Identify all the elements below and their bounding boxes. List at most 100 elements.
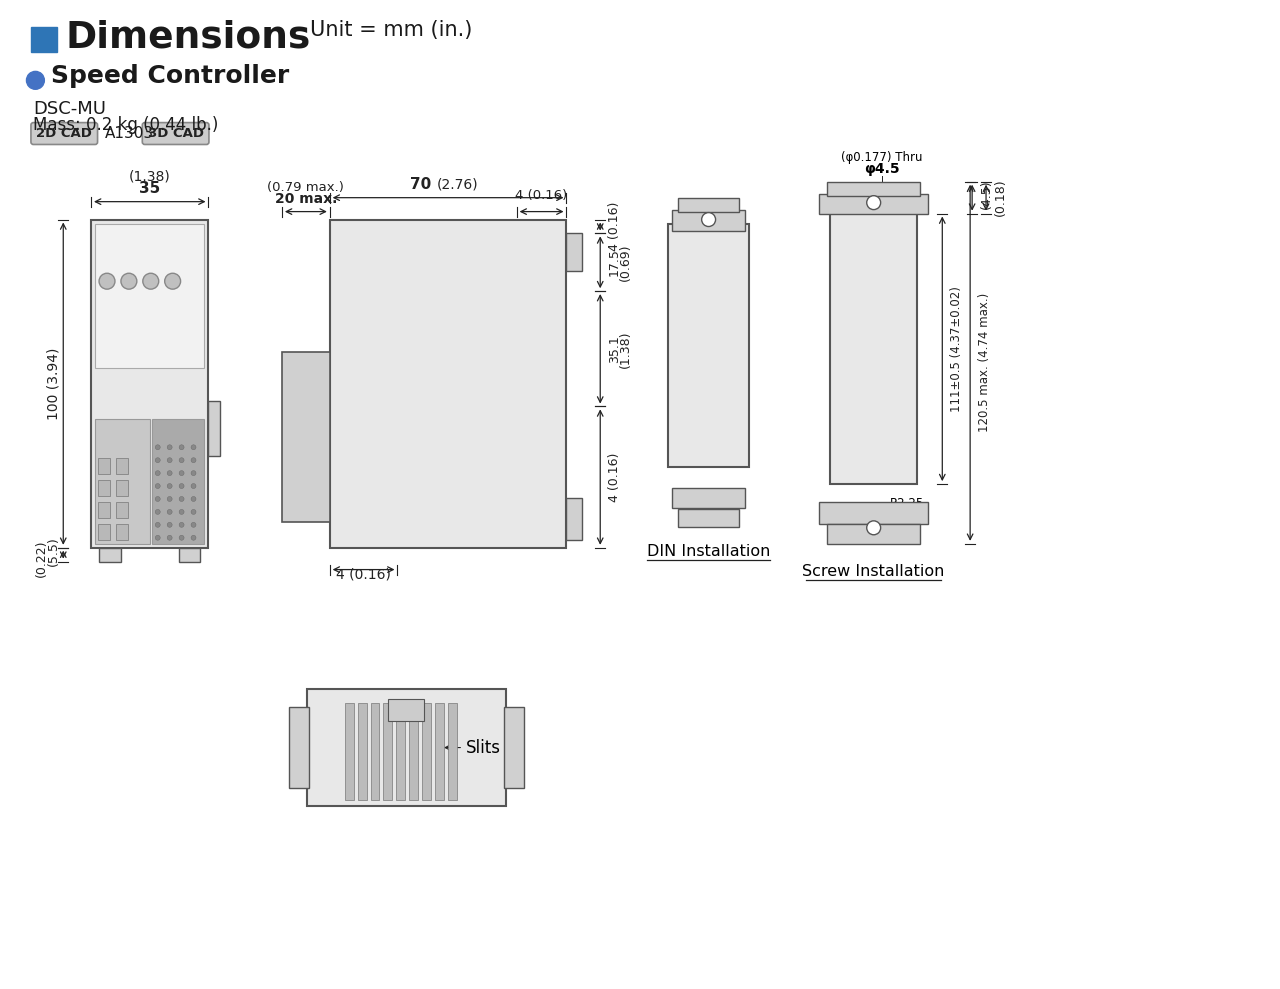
Text: (1.38): (1.38) (129, 170, 170, 184)
Bar (567, 233, 582, 271)
Bar (567, 498, 582, 540)
Text: 35.1: 35.1 (608, 335, 621, 363)
Circle shape (179, 535, 184, 540)
Text: 17.5: 17.5 (608, 248, 621, 276)
Circle shape (168, 535, 172, 540)
Text: 4 (0.16): 4 (0.16) (608, 202, 621, 251)
Circle shape (168, 509, 172, 514)
Circle shape (168, 458, 172, 463)
Circle shape (155, 522, 160, 527)
Bar (819, 194, 928, 214)
Bar (819, 502, 928, 524)
Circle shape (179, 522, 184, 527)
Text: 4 (0.16): 4 (0.16) (516, 189, 568, 202)
Text: (0.18): (0.18) (993, 179, 1006, 217)
Bar (410, 703, 419, 800)
Circle shape (867, 196, 881, 210)
Text: A1303: A1303 (105, 126, 154, 141)
Bar (678, 198, 740, 212)
Text: R2.25: R2.25 (890, 497, 924, 510)
Text: Mass: 0.2 kg (0.44 lb.): Mass: 0.2 kg (0.44 lb.) (33, 116, 219, 135)
Text: DSC-MU: DSC-MU (33, 100, 106, 119)
Circle shape (27, 71, 45, 89)
Bar (330, 220, 567, 548)
Circle shape (179, 484, 184, 489)
Circle shape (155, 509, 160, 514)
Bar (95, 224, 205, 368)
Circle shape (155, 458, 160, 463)
Bar (827, 524, 920, 544)
Bar (99, 548, 120, 562)
Text: Dimensions: Dimensions (65, 20, 311, 55)
Circle shape (191, 496, 196, 501)
Bar (99, 480, 110, 496)
Text: Speed Controller: Speed Controller (51, 64, 289, 88)
Bar (289, 707, 308, 788)
Bar (116, 458, 128, 474)
Text: 20 max.: 20 max. (275, 192, 337, 206)
FancyBboxPatch shape (31, 123, 97, 144)
Circle shape (155, 535, 160, 540)
Text: (R0.09): (R0.09) (881, 509, 924, 522)
Text: (φ0.177) Thru: (φ0.177) Thru (841, 151, 923, 164)
Circle shape (168, 496, 172, 501)
Text: 100 (3.94): 100 (3.94) (46, 347, 60, 419)
Text: 120.5 max. (4.74 max.): 120.5 max. (4.74 max.) (978, 293, 991, 432)
Circle shape (168, 445, 172, 450)
Text: (2.76): (2.76) (436, 178, 477, 192)
Bar (827, 182, 920, 196)
Text: (0.79 max.): (0.79 max.) (268, 181, 344, 194)
Text: 4 (0.16): 4 (0.16) (337, 568, 390, 582)
Bar (32, 27, 58, 52)
Text: (1.38): (1.38) (618, 330, 631, 368)
Bar (307, 689, 506, 806)
Text: DIN Installation: DIN Installation (646, 544, 771, 559)
Bar (357, 703, 366, 800)
Bar (448, 703, 457, 800)
Circle shape (179, 445, 184, 450)
Circle shape (191, 535, 196, 540)
Circle shape (179, 458, 184, 463)
Text: 2D CAD: 2D CAD (36, 127, 92, 140)
Bar (504, 707, 524, 788)
Circle shape (191, 522, 196, 527)
Circle shape (191, 471, 196, 476)
Text: (0.69): (0.69) (618, 243, 631, 281)
Bar (370, 703, 379, 800)
Bar (116, 480, 128, 496)
Bar (95, 419, 150, 544)
Circle shape (168, 471, 172, 476)
Text: Unit = mm (in.): Unit = mm (in.) (310, 20, 472, 40)
Circle shape (191, 445, 196, 450)
Text: 35: 35 (140, 181, 160, 196)
Circle shape (179, 496, 184, 501)
Circle shape (120, 273, 137, 289)
Bar (116, 502, 128, 518)
Bar (344, 703, 353, 800)
Bar (668, 224, 749, 467)
Circle shape (99, 273, 115, 289)
Circle shape (155, 445, 160, 450)
Bar (179, 548, 201, 562)
Bar (116, 524, 128, 540)
Bar (435, 703, 444, 800)
Bar (397, 703, 406, 800)
Circle shape (179, 471, 184, 476)
Bar (672, 210, 745, 231)
Bar (384, 703, 393, 800)
Text: φ4.5: φ4.5 (864, 162, 900, 176)
Bar (99, 502, 110, 518)
Text: 3D CAD: 3D CAD (147, 127, 204, 140)
Circle shape (165, 273, 180, 289)
Text: (4.5): (4.5) (979, 179, 992, 209)
Circle shape (168, 484, 172, 489)
Circle shape (191, 458, 196, 463)
Text: 111±0.5 (4.37±0.02): 111±0.5 (4.37±0.02) (950, 286, 963, 411)
Bar (388, 699, 424, 721)
Circle shape (143, 273, 159, 289)
Circle shape (867, 521, 881, 535)
FancyBboxPatch shape (142, 123, 209, 144)
Bar (422, 703, 431, 800)
Bar (209, 402, 220, 456)
Circle shape (155, 484, 160, 489)
